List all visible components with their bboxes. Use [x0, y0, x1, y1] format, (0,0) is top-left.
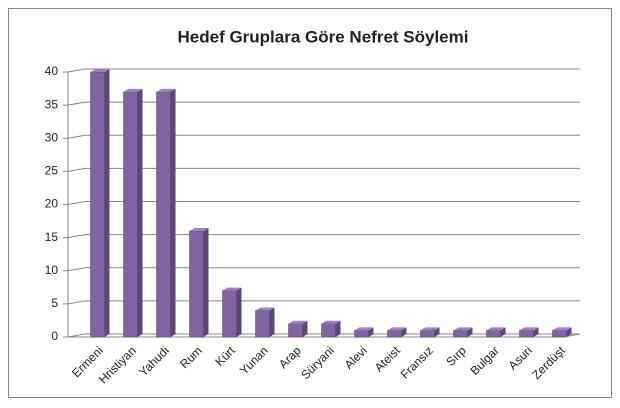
y-tick-label: 0	[51, 329, 58, 343]
bar	[354, 327, 374, 338]
y-tick-label: 30	[45, 130, 59, 144]
bar	[156, 88, 176, 338]
bar	[321, 320, 341, 338]
bar	[189, 228, 209, 338]
bar-front	[321, 323, 336, 338]
bar-side	[302, 320, 308, 337]
y-tick-label: 10	[45, 263, 59, 277]
bar	[222, 287, 242, 338]
bar	[486, 327, 506, 338]
bar-side	[533, 327, 539, 337]
bar-side	[104, 69, 110, 337]
bar-side	[401, 327, 407, 337]
bar-front	[189, 230, 204, 338]
bar-side	[335, 320, 341, 337]
bar-top	[486, 327, 506, 331]
bar-top	[420, 327, 440, 331]
grid-line	[67, 300, 580, 305]
bar-side	[269, 307, 275, 337]
bar	[255, 307, 275, 338]
bar-side	[368, 327, 374, 337]
bar-side	[236, 287, 242, 337]
grid-line	[67, 167, 580, 172]
bar-side	[137, 88, 143, 337]
grid-line	[67, 201, 580, 205]
y-tick-label: 25	[45, 164, 59, 178]
bar	[288, 320, 308, 338]
grid-line	[67, 267, 580, 272]
bar-top	[222, 287, 242, 291]
bar	[90, 69, 110, 338]
grid-line	[67, 134, 580, 139]
grid-line	[67, 234, 580, 239]
bar-front	[156, 91, 171, 338]
bar-top	[255, 307, 275, 311]
bar-side	[566, 327, 572, 337]
bar-front	[288, 323, 303, 338]
bar-side	[500, 327, 506, 337]
bar-top	[90, 69, 110, 72]
bar	[387, 327, 407, 338]
bar	[453, 327, 473, 338]
bar-side	[434, 327, 440, 337]
bar-front	[90, 71, 105, 338]
bar-front	[453, 330, 468, 338]
bar-top	[288, 320, 308, 324]
bar-top	[552, 327, 572, 331]
bar	[420, 327, 440, 338]
bar	[123, 88, 143, 338]
bar-side	[170, 88, 176, 337]
bar-front	[552, 330, 567, 338]
y-tick-label: 5	[51, 296, 58, 310]
bar-front	[519, 330, 534, 338]
grid-line	[67, 101, 580, 106]
bar-front	[123, 91, 138, 338]
grid-line	[67, 68, 580, 73]
bar-front	[486, 330, 501, 338]
bar-top	[189, 228, 209, 231]
bar	[552, 327, 572, 338]
chart-title: Hedef Gruplara Göre Nefret Söylemi	[178, 27, 469, 46]
bar-front	[255, 310, 270, 338]
grid-line	[67, 333, 580, 338]
bar-front	[387, 330, 402, 338]
bar	[519, 327, 539, 338]
y-tick-label: 40	[45, 64, 59, 78]
bar-side	[467, 327, 473, 337]
bar-top	[354, 327, 374, 331]
y-tick-label: 15	[45, 230, 59, 244]
bar-front	[222, 290, 237, 338]
bar-top	[453, 327, 473, 331]
bar-front	[420, 330, 435, 338]
bar-top	[519, 327, 539, 331]
bar-front	[354, 330, 369, 338]
bar-top	[387, 327, 407, 331]
bar-side	[203, 228, 209, 337]
bar-top	[156, 88, 176, 92]
bar-top	[321, 320, 341, 324]
y-tick-label: 20	[45, 197, 59, 211]
bar-top	[123, 88, 143, 92]
y-tick-label: 35	[45, 97, 59, 111]
